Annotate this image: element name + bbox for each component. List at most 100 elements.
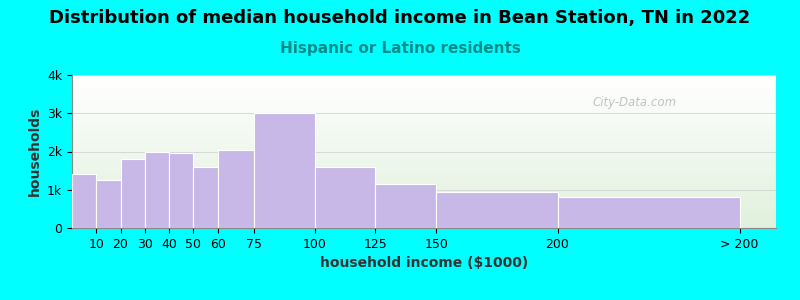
- Bar: [72, 98, 776, 99]
- Bar: [121, 159, 145, 228]
- Y-axis label: households: households: [27, 107, 42, 196]
- Bar: [72, 129, 776, 130]
- Bar: [72, 77, 776, 78]
- Bar: [72, 212, 776, 213]
- Bar: [72, 93, 776, 94]
- Bar: [72, 171, 776, 172]
- Bar: [72, 117, 776, 118]
- Bar: [72, 137, 776, 138]
- Bar: [72, 210, 776, 211]
- Bar: [72, 226, 776, 227]
- Bar: [72, 108, 776, 109]
- Bar: [72, 174, 776, 175]
- Bar: [72, 130, 776, 131]
- Bar: [72, 218, 776, 219]
- Bar: [72, 158, 776, 159]
- Bar: [72, 205, 776, 206]
- Bar: [72, 161, 776, 162]
- Bar: [72, 81, 776, 82]
- Bar: [72, 209, 776, 210]
- Bar: [72, 172, 776, 173]
- Bar: [72, 75, 776, 76]
- Bar: [72, 94, 776, 95]
- Bar: [72, 217, 776, 218]
- Bar: [72, 207, 776, 208]
- Bar: [72, 115, 776, 116]
- Bar: [72, 149, 776, 150]
- Bar: [72, 124, 776, 125]
- Bar: [72, 175, 776, 176]
- Bar: [558, 197, 739, 228]
- Bar: [72, 153, 776, 154]
- Bar: [72, 138, 776, 139]
- Bar: [72, 216, 776, 217]
- Bar: [254, 113, 314, 228]
- Bar: [72, 134, 776, 135]
- Bar: [72, 194, 776, 195]
- Bar: [72, 76, 776, 77]
- Bar: [72, 163, 776, 164]
- Bar: [436, 192, 558, 228]
- Bar: [72, 164, 776, 165]
- Bar: [72, 123, 776, 124]
- Bar: [72, 145, 776, 146]
- Bar: [72, 167, 776, 168]
- Bar: [72, 97, 776, 98]
- Bar: [72, 109, 776, 110]
- Bar: [72, 155, 776, 156]
- Bar: [72, 195, 776, 196]
- Bar: [72, 150, 776, 151]
- Bar: [72, 87, 776, 88]
- Bar: [72, 127, 776, 128]
- Bar: [72, 170, 776, 171]
- Bar: [72, 180, 776, 181]
- Bar: [72, 92, 776, 93]
- Bar: [72, 160, 776, 161]
- Bar: [72, 219, 776, 220]
- Bar: [72, 106, 776, 107]
- Bar: [72, 197, 776, 198]
- Bar: [72, 107, 776, 108]
- Bar: [72, 190, 776, 191]
- Bar: [72, 157, 776, 158]
- Bar: [72, 202, 776, 203]
- Bar: [72, 89, 776, 90]
- Bar: [72, 221, 776, 222]
- Bar: [194, 167, 218, 228]
- Bar: [72, 114, 776, 115]
- Bar: [72, 112, 776, 113]
- Bar: [72, 79, 776, 80]
- Bar: [72, 95, 776, 96]
- Bar: [72, 126, 776, 127]
- Bar: [72, 151, 776, 152]
- Bar: [72, 83, 776, 84]
- Bar: [72, 215, 776, 216]
- Bar: [72, 222, 776, 223]
- Bar: [72, 105, 776, 106]
- Bar: [72, 204, 776, 205]
- Bar: [72, 100, 776, 101]
- Bar: [72, 198, 776, 199]
- Bar: [72, 132, 776, 133]
- Bar: [72, 80, 776, 81]
- Bar: [72, 104, 776, 105]
- Bar: [72, 140, 776, 141]
- Bar: [72, 214, 776, 215]
- Bar: [72, 139, 776, 140]
- Bar: [72, 113, 776, 114]
- Bar: [72, 96, 776, 97]
- Bar: [72, 179, 776, 180]
- Bar: [72, 120, 776, 121]
- Bar: [72, 128, 776, 129]
- Bar: [72, 208, 776, 209]
- Bar: [375, 184, 436, 228]
- Bar: [72, 185, 776, 186]
- Bar: [72, 192, 776, 193]
- Bar: [72, 169, 776, 170]
- Bar: [72, 203, 776, 204]
- Bar: [72, 143, 776, 144]
- Bar: [72, 200, 776, 201]
- Bar: [72, 174, 96, 228]
- Bar: [72, 111, 776, 112]
- Bar: [72, 119, 776, 120]
